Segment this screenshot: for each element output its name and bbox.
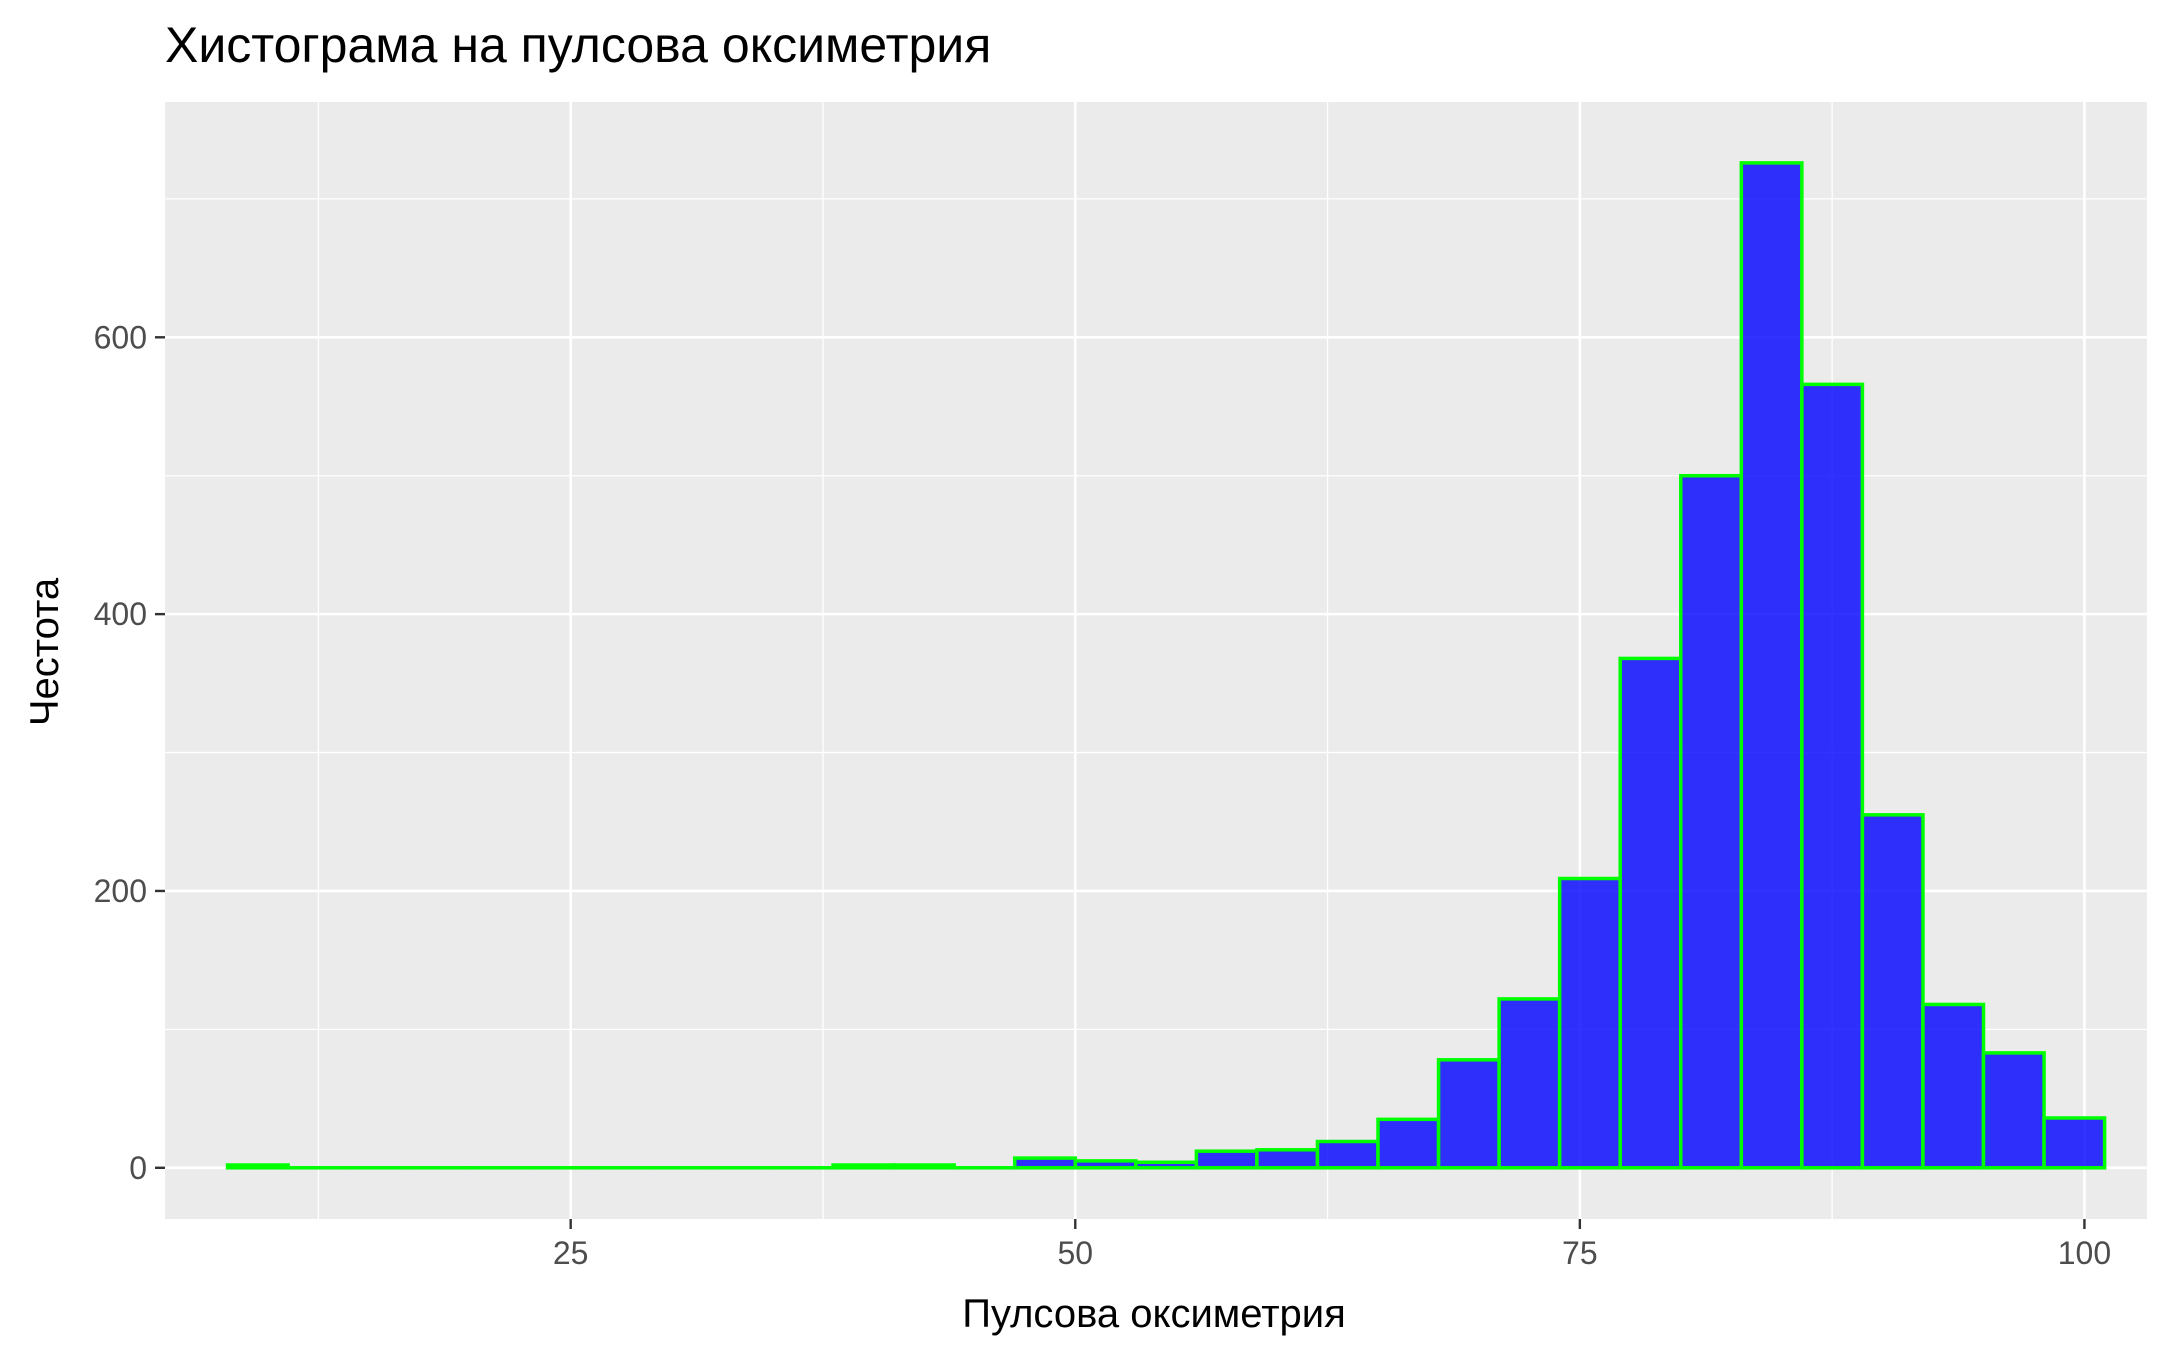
- histogram-bar: [1620, 658, 1681, 1167]
- histogram-bar: [1015, 1158, 1076, 1168]
- histogram-bar: [1499, 999, 1560, 1168]
- x-tick-label: 100: [2058, 1235, 2111, 1271]
- histogram-bar: [1862, 815, 1923, 1168]
- y-tick-label: 600: [94, 319, 147, 355]
- histogram-bar: [833, 1165, 894, 1168]
- histogram-bar: [1681, 476, 1742, 1168]
- y-tick-label: 0: [129, 1150, 147, 1186]
- y-tick-label: 200: [94, 873, 147, 909]
- histogram-bar: [1560, 879, 1621, 1168]
- histogram-bar: [1923, 1004, 1984, 1167]
- histogram-bar: [1984, 1053, 2045, 1168]
- chart-title: Хистограма на пулсова оксиметрия: [165, 17, 991, 73]
- histogram-bar: [1196, 1151, 1257, 1168]
- histogram-bar: [2044, 1118, 2105, 1168]
- histogram-bar: [1741, 163, 1802, 1168]
- histogram-bar: [1075, 1161, 1136, 1168]
- x-axis-title: Пулсова оксиметрия: [962, 1292, 1346, 1336]
- y-tick-label: 400: [94, 596, 147, 632]
- histogram-bar: [1257, 1150, 1318, 1168]
- x-tick-label: 50: [1057, 1235, 1093, 1271]
- x-tick-label: 75: [1562, 1235, 1598, 1271]
- histogram-bar: [894, 1165, 955, 1168]
- histogram-bar: [1802, 384, 1863, 1167]
- histogram-bar: [1317, 1141, 1378, 1167]
- x-tick-label: 25: [553, 1235, 589, 1271]
- histogram-bar: [1136, 1162, 1197, 1168]
- histogram-bar: [228, 1165, 289, 1168]
- histogram-bar: [1439, 1060, 1500, 1168]
- histogram-bar: [1378, 1119, 1439, 1167]
- y-axis-title: Честота: [23, 577, 67, 726]
